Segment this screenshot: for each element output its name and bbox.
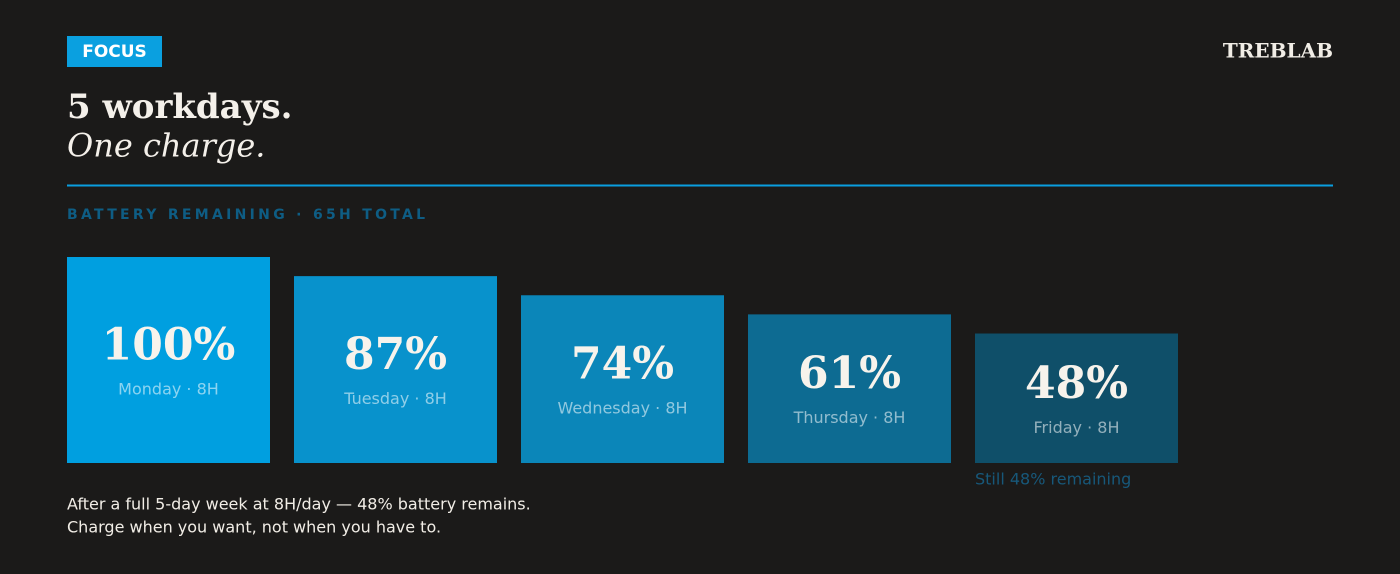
chart-subtitle: One charge.: [67, 127, 265, 165]
bar: [294, 276, 497, 463]
note: Charge when you want, not when you have …: [67, 518, 441, 537]
annotation: Still 48% remaining: [975, 470, 1131, 489]
bar: [748, 314, 951, 463]
value-label: 100%: [102, 320, 236, 371]
bar: [521, 295, 724, 463]
category-label: Thursday · 8H: [793, 408, 906, 427]
category-label: Wednesday · 8H: [557, 399, 687, 418]
category-label: Friday · 8H: [1034, 418, 1120, 437]
axis-label: BATTERY REMAINING · 65H TOTAL: [67, 207, 428, 223]
chart-title: 5 workdays.: [67, 87, 292, 127]
category-label: Monday · 8H: [118, 380, 219, 399]
bar: [67, 257, 270, 463]
note: After a full 5-day week at 8H/day — 48% …: [67, 495, 531, 514]
badge-bg: [67, 36, 162, 67]
bar: [975, 333, 1178, 463]
value-label: 74%: [571, 339, 674, 390]
value-label: 87%: [344, 329, 447, 380]
value-label: 61%: [798, 348, 901, 399]
badge: FOCUS: [82, 42, 147, 62]
value-label: 48%: [1025, 358, 1128, 409]
brand: TREBLAB: [1223, 39, 1333, 63]
category-label: Tuesday · 8H: [343, 389, 447, 408]
